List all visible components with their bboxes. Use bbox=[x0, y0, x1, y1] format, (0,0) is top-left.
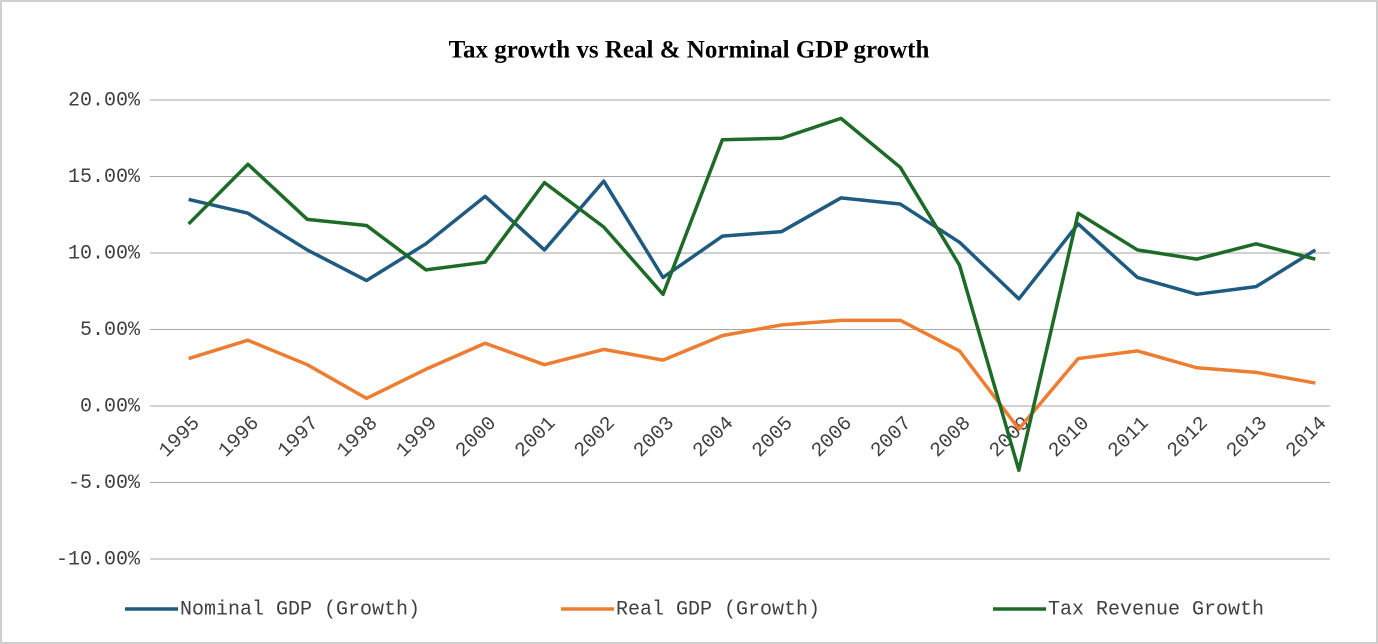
series-line bbox=[187, 116, 1316, 473]
y-tick-label: 10.00% bbox=[68, 242, 141, 265]
chart-title: Tax growth vs Real & Norminal GDP growth bbox=[449, 37, 930, 64]
y-tick-label: 15.00% bbox=[68, 166, 141, 189]
series-line bbox=[188, 318, 1316, 431]
y-tick-label: -10.00% bbox=[56, 548, 141, 571]
y-tick-label: 20.00% bbox=[68, 89, 141, 112]
legend-label: Tax Revenue Growth bbox=[1048, 598, 1264, 621]
series-line bbox=[188, 179, 1317, 301]
y-tick-label: 5.00% bbox=[80, 319, 141, 342]
legend-label: Real GDP (Growth) bbox=[616, 598, 820, 621]
y-tick-label: -5.00% bbox=[68, 472, 141, 495]
y-tick-label: 0.00% bbox=[80, 395, 141, 418]
legend-label: Nominal GDP (Growth) bbox=[180, 598, 420, 621]
